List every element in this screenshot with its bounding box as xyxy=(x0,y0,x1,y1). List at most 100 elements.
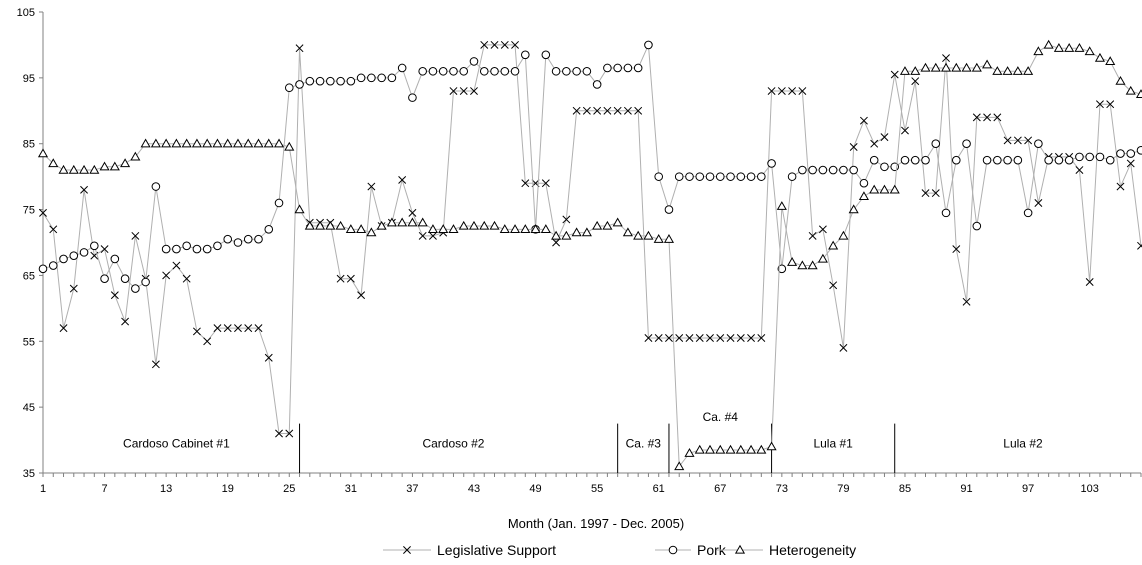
data-point xyxy=(562,215,571,224)
data-point xyxy=(940,62,952,72)
data-point xyxy=(48,158,59,168)
data-point xyxy=(202,244,212,254)
period-label: Lula #2 xyxy=(1003,436,1043,450)
data-point xyxy=(367,182,376,191)
data-point xyxy=(745,444,757,454)
data-point xyxy=(285,429,294,438)
data-point xyxy=(213,241,222,251)
data-point xyxy=(921,155,930,165)
data-point xyxy=(1106,100,1115,109)
legend-label: Pork xyxy=(697,542,727,558)
data-point xyxy=(499,224,510,233)
x-tick-label: 103 xyxy=(1081,483,1099,495)
data-point xyxy=(798,87,807,95)
data-point xyxy=(202,138,213,148)
data-point xyxy=(1105,56,1116,66)
data-point xyxy=(234,324,242,333)
data-point xyxy=(787,257,798,266)
data-point xyxy=(386,217,397,227)
data-point xyxy=(1064,155,1074,165)
data-point xyxy=(859,116,868,125)
data-point xyxy=(654,172,664,181)
data-point xyxy=(243,234,253,244)
data-point xyxy=(1115,75,1126,85)
data-point xyxy=(931,139,941,149)
data-point xyxy=(397,217,408,227)
data-point xyxy=(120,274,130,284)
data-point xyxy=(746,172,756,181)
data-point xyxy=(151,182,161,191)
data-point xyxy=(90,241,99,251)
x-tick-label: 19 xyxy=(222,483,234,495)
data-point xyxy=(275,429,283,438)
data-point xyxy=(100,245,109,254)
y-tick-label: 75 xyxy=(23,205,35,217)
data-point xyxy=(603,106,612,115)
data-point xyxy=(1085,278,1094,286)
data-point xyxy=(469,57,479,66)
data-point xyxy=(222,138,233,148)
series-pork xyxy=(38,40,1142,293)
data-point xyxy=(39,208,47,217)
data-point xyxy=(684,448,695,457)
data-point xyxy=(910,155,920,165)
data-point xyxy=(172,261,181,270)
data-point xyxy=(552,238,561,247)
data-point xyxy=(479,66,489,76)
data-point xyxy=(479,220,490,230)
data-point xyxy=(767,159,776,168)
data-point xyxy=(571,227,582,237)
data-point xyxy=(685,172,694,181)
data-point xyxy=(449,66,458,76)
data-point xyxy=(141,277,150,287)
data-point xyxy=(716,334,725,342)
data-point xyxy=(294,204,305,214)
data-point xyxy=(244,324,253,333)
data-point xyxy=(295,80,304,89)
data-point xyxy=(900,155,910,165)
data-point xyxy=(418,231,427,240)
data-point xyxy=(1043,39,1054,49)
data-point xyxy=(470,87,478,95)
data-point xyxy=(326,76,335,86)
x-axis-label: Month (Jan. 1997 - Dec. 2005) xyxy=(508,516,684,531)
data-point xyxy=(818,225,827,234)
data-point xyxy=(581,227,592,237)
period-dividers xyxy=(299,423,896,473)
data-point xyxy=(110,254,120,264)
data-point xyxy=(829,281,838,290)
data-point xyxy=(37,148,49,158)
y-tick-label: 55 xyxy=(23,336,35,348)
data-point xyxy=(541,50,551,60)
data-point xyxy=(807,260,818,270)
data-point xyxy=(69,284,78,293)
data-point xyxy=(1074,43,1085,52)
data-point xyxy=(59,324,68,333)
data-point xyxy=(223,234,233,244)
data-point xyxy=(1033,46,1044,56)
data-point xyxy=(757,172,766,181)
data-point xyxy=(613,63,622,73)
legend-item: Pork xyxy=(655,542,727,558)
data-point xyxy=(941,208,951,218)
data-point xyxy=(521,179,530,188)
data-point xyxy=(131,284,140,293)
data-point xyxy=(706,334,714,342)
data-point xyxy=(725,444,736,454)
legend-label: Heterogeneity xyxy=(769,542,856,558)
data-point xyxy=(1044,155,1053,165)
data-point xyxy=(520,224,531,233)
data-point xyxy=(869,184,880,194)
data-point xyxy=(490,66,499,76)
data-point xyxy=(509,224,521,233)
data-point xyxy=(325,220,336,230)
data-point xyxy=(787,172,797,181)
data-point xyxy=(181,138,192,148)
data-point xyxy=(582,106,591,115)
data-point xyxy=(817,253,828,263)
data-point xyxy=(951,62,962,72)
data-point xyxy=(551,230,562,240)
data-point xyxy=(417,217,428,227)
data-point xyxy=(839,343,848,352)
x-tick-label: 49 xyxy=(529,483,541,495)
